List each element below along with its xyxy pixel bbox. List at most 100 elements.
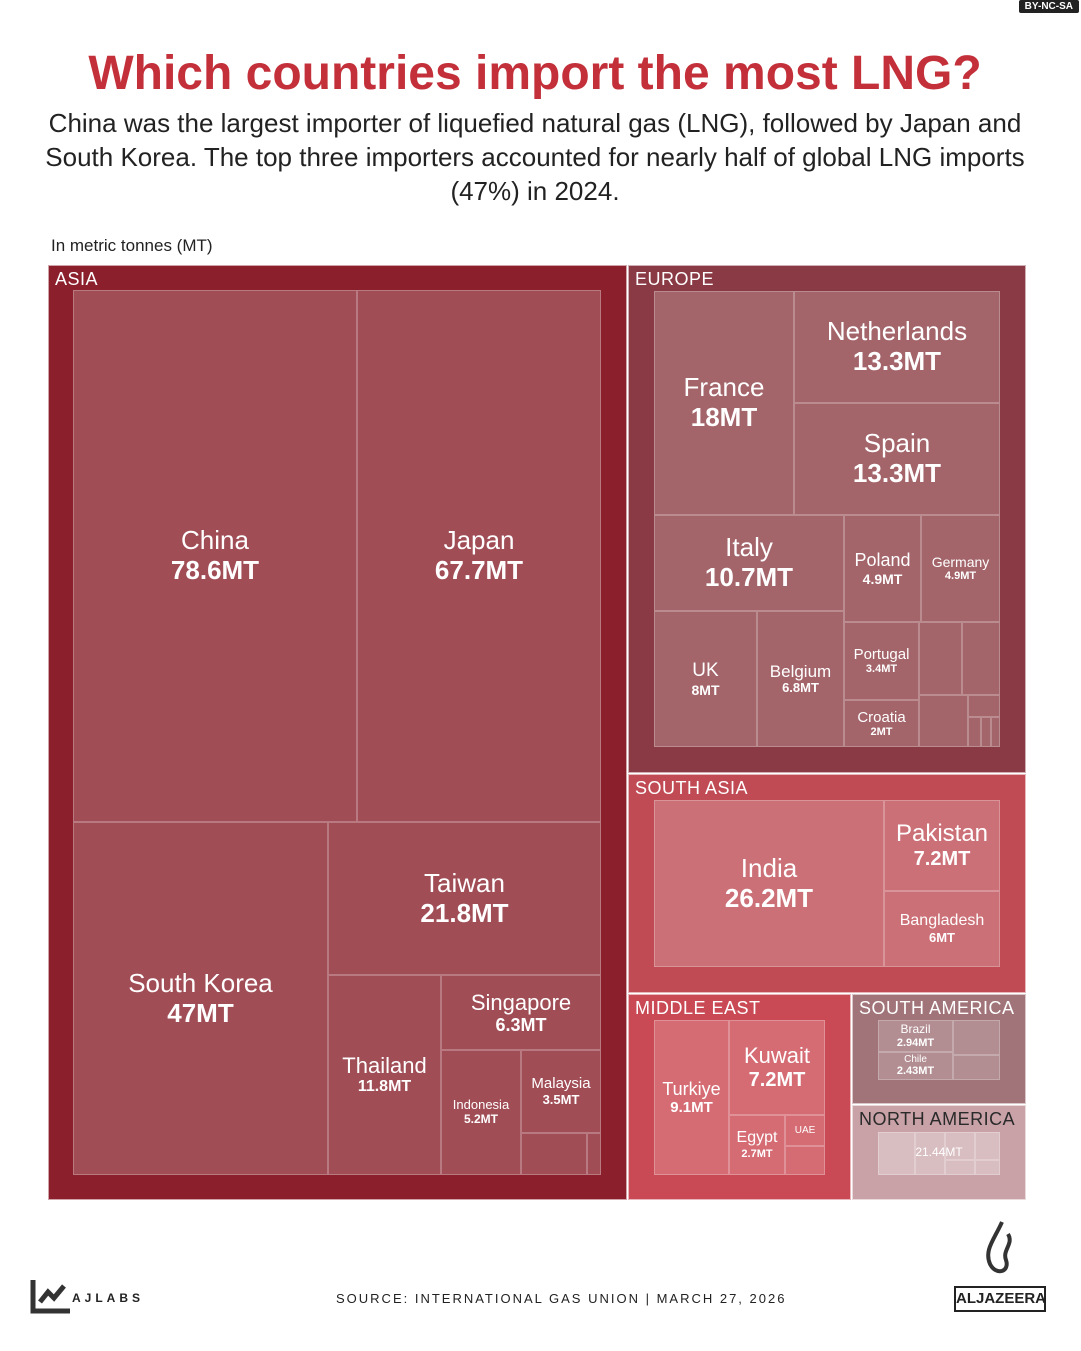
country-name: Brazil	[900, 1021, 931, 1036]
region-label: NORTH AMERICA	[859, 1109, 1016, 1129]
country-value: 78.6MT	[170, 555, 260, 585]
country-value: 3.5MT	[542, 1091, 580, 1107]
license-badge: BY-NC-SA	[1018, 0, 1079, 13]
country-tile-indonesia: Indonesia 5.2MT	[441, 1050, 521, 1175]
country-value: 2.7MT	[741, 1147, 773, 1160]
country-value: 11.8MT	[357, 1078, 412, 1096]
region-label: MIDDLE EAST	[635, 998, 761, 1018]
unlabeled-country-tile	[953, 1020, 1000, 1055]
unlabeled-country-tile	[587, 1133, 601, 1175]
country-tile-croatia: Croatia 2MT	[844, 700, 919, 747]
country-value: 3.4MT	[865, 663, 898, 676]
country-tile-turkiye: Turkiye 9.1MT	[654, 1020, 729, 1175]
country-tile-belgium: Belgium 6.8MT	[757, 611, 844, 747]
country-name: Japan	[443, 525, 515, 556]
unlabeled-country-tile	[945, 1160, 975, 1175]
country-value: 6.3MT	[495, 1014, 547, 1035]
country-tile-brazil: Brazil 2.94MT	[878, 1020, 953, 1052]
country-name: Poland	[854, 550, 911, 571]
country-tile-uae: UAE	[785, 1115, 825, 1146]
country-name: Bangladesh	[899, 912, 985, 930]
country-name: Croatia	[857, 708, 906, 726]
chart-title: Which countries import the most LNG?	[88, 47, 982, 100]
country-tile-bangladesh: Bangladesh 6MT	[884, 891, 1000, 967]
country-value: 18MT	[690, 402, 758, 432]
country-name: South Korea	[128, 967, 273, 998]
country-value: 7.2MT	[913, 847, 971, 870]
unlabeled-country-tile	[991, 717, 1000, 747]
country-tile-egypt: Egypt 2.7MT	[729, 1115, 785, 1175]
country-tile-netherlands: Netherlands 13.3MT	[794, 291, 1000, 403]
country-name: France	[683, 372, 765, 403]
country-tile-france: France 18MT	[654, 291, 794, 515]
country-value: 4.9MT	[862, 570, 903, 587]
country-name: Kuwait	[743, 1043, 811, 1069]
unlabeled-country-tile	[919, 695, 968, 747]
unlabeled-country-tile	[968, 717, 981, 747]
country-name: Germany	[931, 554, 990, 571]
country-value: 6.8MT	[782, 680, 819, 696]
source-note: SOURCE: INTERNATIONAL GAS UNION | MARCH …	[336, 1291, 787, 1306]
country-value: 26.2MT	[724, 882, 814, 913]
country-tile-thailand: Thailand 11.8MT	[328, 975, 441, 1175]
region-total-label: 21.44MT	[915, 1145, 963, 1159]
country-value: 7.2MT	[748, 1068, 806, 1091]
unlabeled-country-tile	[919, 622, 962, 695]
region-label: ASIA	[55, 269, 99, 289]
country-value: 13.3MT	[852, 458, 942, 488]
country-name: Portugal	[853, 646, 910, 664]
unlabeled-country-tile	[945, 1132, 975, 1160]
country-name: Pakistan	[895, 820, 989, 848]
country-tile-chile: Chile 2.43MT	[878, 1052, 953, 1080]
country-tile-china: China 78.6MT	[73, 290, 357, 822]
country-tile-india: India 26.2MT	[654, 800, 884, 967]
unlabeled-country-tile	[981, 717, 991, 747]
country-name: Singapore	[470, 989, 572, 1015]
region-label: SOUTH ASIA	[635, 778, 749, 798]
country-name: Thailand	[342, 1053, 427, 1079]
country-name: Chile	[904, 1053, 927, 1065]
country-name: China	[181, 525, 249, 556]
country-name: Taiwan	[424, 867, 505, 898]
unlabeled-country-tile	[962, 622, 1000, 695]
country-tile-poland: Poland 4.9MT	[844, 515, 921, 622]
country-name: Belgium	[769, 661, 832, 681]
country-value: 10.7MT	[704, 562, 794, 592]
country-value: 2.43MT	[896, 1065, 935, 1078]
country-name: UK	[692, 660, 719, 682]
country-name: UAE	[794, 1124, 816, 1136]
chart-subtitle: China was the largest importer of liquef…	[45, 108, 1025, 206]
country-tile-germany: Germany 4.9MT	[921, 515, 1000, 622]
unit-note: In metric tonnes (MT)	[51, 236, 213, 255]
country-value: 4.9MT	[944, 570, 977, 583]
country-value: 2MT	[870, 725, 893, 738]
country-value: 21.8MT	[420, 897, 509, 928]
country-tile-singapore: Singapore 6.3MT	[441, 975, 601, 1050]
country-value: 67.7MT	[434, 555, 524, 585]
country-name: Italy	[725, 532, 773, 563]
country-tile-malaysia: Malaysia 3.5MT	[521, 1050, 601, 1133]
region-label: EUROPE	[635, 269, 715, 289]
unlabeled-country-tile	[785, 1146, 825, 1175]
country-value: 9.1MT	[670, 1099, 713, 1117]
country-tile-spain: Spain 13.3MT	[794, 403, 1000, 515]
country-name: India	[740, 852, 798, 883]
country-name: Netherlands	[826, 316, 968, 347]
country-name: Indonesia	[452, 1097, 510, 1113]
aljazeera-calligraphy-icon	[986, 1221, 1012, 1274]
unlabeled-country-tile	[968, 695, 1000, 717]
country-tile-kuwait: Kuwait 7.2MT	[729, 1020, 825, 1115]
country-tile-uk: UK 8MT	[654, 611, 757, 747]
country-name: Spain	[863, 428, 931, 459]
country-tile-south-korea: South Korea 47MT	[73, 822, 328, 1175]
country-tile-pakistan: Pakistan 7.2MT	[884, 800, 1000, 891]
country-value: 2.94MT	[896, 1036, 935, 1049]
unlabeled-country-tile	[521, 1133, 587, 1175]
country-value: 13.3MT	[852, 346, 942, 376]
aljazeera-wordmark: ALJAZEERA	[954, 1286, 1046, 1312]
ajlabs-logo-icon	[30, 1280, 70, 1314]
country-value: 6MT	[929, 929, 955, 945]
unlabeled-country-tile	[975, 1132, 1000, 1160]
ajlabs-brand: AJLABS	[72, 1291, 145, 1305]
